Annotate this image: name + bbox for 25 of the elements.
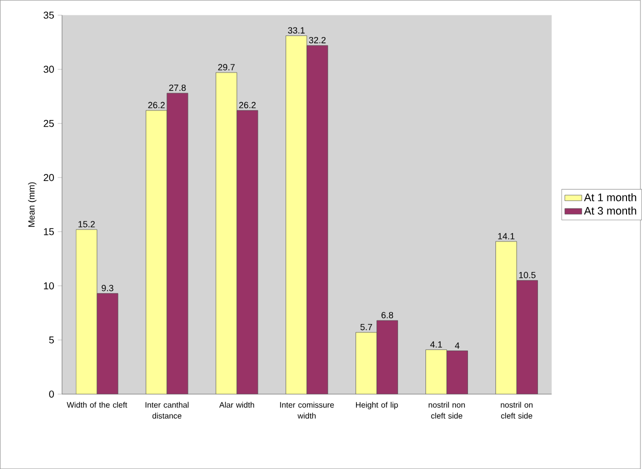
data-label: 33.1: [288, 27, 305, 34]
data-label: 9.3: [102, 284, 114, 292]
y-axis-title: Mean (mm): [28, 182, 36, 227]
data-label: 6.8: [382, 312, 394, 318]
data-label: 14.1: [498, 233, 514, 240]
data-label: 29.7: [218, 64, 235, 70]
y-tick-label: 0: [49, 390, 54, 398]
data-label: 4: [454, 342, 460, 349]
data-label: 5.7: [360, 324, 372, 330]
data-label: 4.1: [430, 341, 442, 348]
y-tick-label: 5: [49, 336, 54, 344]
data-label: 27.8: [169, 84, 186, 91]
legend-label: At 1 month: [584, 193, 636, 202]
y-tick-label: 35: [44, 12, 54, 19]
data-label: 15.2: [78, 220, 95, 228]
data-label: 10.5: [519, 272, 536, 278]
data-label: 32.2: [308, 36, 326, 44]
data-label: 26.2: [148, 102, 165, 108]
data-label: 26.2: [239, 102, 256, 108]
y-tick-label: 20: [44, 174, 54, 182]
y-tick-label: 15: [44, 228, 54, 236]
y-tick-label: 30: [44, 66, 54, 73]
y-tick-label: 10: [44, 282, 54, 290]
y-tick-label: 25: [44, 120, 54, 127]
legend-label: At 3 month: [584, 206, 636, 215]
